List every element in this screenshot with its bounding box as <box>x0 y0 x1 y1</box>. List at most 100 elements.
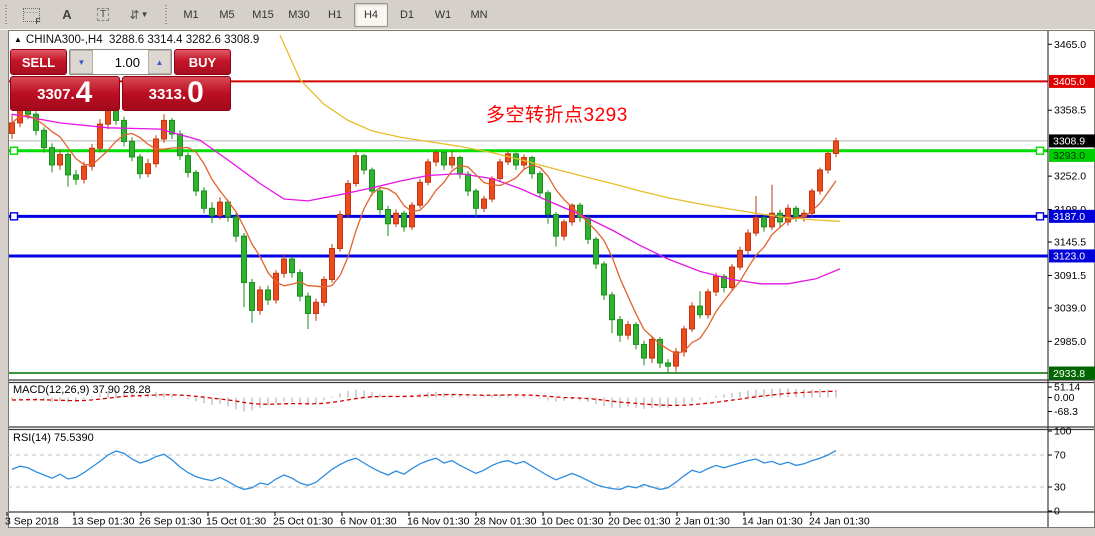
line-handle[interactable] <box>1035 146 1045 155</box>
candle <box>217 201 223 217</box>
candle <box>577 204 583 219</box>
timeframe-m5[interactable]: M5 <box>219 8 235 21</box>
candle <box>233 216 239 237</box>
symbol-period: CHINA300-,H4 <box>25 34 103 46</box>
candle <box>689 305 695 330</box>
candle <box>697 305 703 316</box>
symbol-ohlc-line: ▲ CHINA300-,H4 3288.6 3314.4 3282.6 3308.… <box>14 34 259 46</box>
candle <box>729 266 735 288</box>
toolbar-drag-handle[interactable] <box>3 4 10 25</box>
x-axis-label: 13 Sep 01:30 <box>72 516 135 528</box>
candle <box>793 207 799 218</box>
candle <box>737 249 743 268</box>
candle <box>609 294 615 321</box>
timeframe-m1[interactable]: M1 <box>183 8 199 21</box>
rsi-line <box>11 450 837 491</box>
candle <box>553 213 559 237</box>
timeframe-w1[interactable]: W1 <box>434 8 452 21</box>
candle <box>145 163 151 175</box>
rsi-axis-label: 0 <box>1054 506 1060 518</box>
x-axis-label: 16 Nov 01:30 <box>407 516 470 528</box>
collapse-arrow-icon[interactable]: ▲ <box>14 35 22 44</box>
candle <box>601 263 607 296</box>
x-axis-label: 28 Nov 01:30 <box>474 516 537 528</box>
candle <box>625 324 631 336</box>
arrange-arrows-icon: ⇵ <box>129 7 140 22</box>
text-box-button[interactable]: T <box>86 3 120 27</box>
candle <box>33 113 39 131</box>
candle <box>617 319 623 336</box>
chart-f-button[interactable]: F <box>14 3 48 27</box>
macd-label: MACD(12,26,9) 37.90 28.28 <box>13 384 151 396</box>
text-box-icon: T <box>96 8 110 21</box>
candle <box>481 198 487 209</box>
candle <box>753 217 759 234</box>
candle <box>633 324 639 345</box>
buy-button[interactable]: BUY <box>174 49 231 75</box>
candle <box>49 147 55 166</box>
candle <box>185 155 191 173</box>
macd-axis-label: 0.00 <box>1054 392 1075 404</box>
timeframe-d1[interactable]: D1 <box>399 8 415 21</box>
candle <box>385 209 391 225</box>
y-axis-label: 3465.0 <box>1054 39 1086 51</box>
volume-down-button[interactable]: ▼ <box>70 50 93 74</box>
candle <box>401 212 407 228</box>
candle <box>593 238 599 265</box>
sell-price-display[interactable]: 3307. 4 <box>10 76 120 111</box>
line-handle[interactable] <box>9 212 19 221</box>
chart-canvas[interactable]: 51.140.00 -68.3 MACD(12,26,9) 37.90 28.28 1… <box>0 30 1095 536</box>
timeframe-mn[interactable]: MN <box>470 8 488 21</box>
candle <box>537 173 543 194</box>
candle <box>97 123 103 149</box>
candle <box>545 192 551 215</box>
chart-annotation-text[interactable]: 多空转折点3293 <box>486 105 628 126</box>
arrange-button[interactable]: ⇵ ▼ <box>122 3 156 27</box>
line-handle[interactable] <box>1035 212 1045 221</box>
candle <box>641 343 647 359</box>
buy-price-display[interactable]: 3313. 0 <box>121 76 231 111</box>
y-axis-label: 3252.0 <box>1054 171 1086 183</box>
candle <box>409 204 415 228</box>
text-label-button[interactable]: A <box>50 3 84 27</box>
rsi-axis-label: 100 <box>1054 426 1072 438</box>
candle <box>81 165 87 180</box>
candle <box>305 295 311 314</box>
price-badge <box>1049 209 1095 223</box>
candle <box>313 301 319 314</box>
candle <box>73 174 79 180</box>
candle <box>721 275 727 289</box>
text-label-icon: A <box>62 7 72 22</box>
timeframe-h4[interactable]: H4 <box>354 2 388 27</box>
candle <box>825 152 831 171</box>
candle <box>777 212 783 223</box>
toolbar-drag-handle-2[interactable] <box>163 4 170 25</box>
sell-button[interactable]: SELL <box>10 49 67 75</box>
timeframe-m15[interactable]: M15 <box>252 8 274 21</box>
candle <box>345 183 351 215</box>
x-axis-label: 24 Jan 01:30 <box>809 516 870 528</box>
x-axis-label: 15 Oct 01:30 <box>206 516 266 528</box>
timeframe-h1[interactable]: H1 <box>327 8 343 21</box>
candle <box>465 173 471 192</box>
candle <box>449 157 455 166</box>
macd-signal-line <box>11 390 837 407</box>
candle <box>745 232 751 251</box>
candle <box>257 289 263 311</box>
price-badge <box>1049 249 1095 263</box>
ma-magenta <box>11 113 841 285</box>
candle <box>473 190 479 209</box>
candle <box>769 212 775 228</box>
candle <box>337 213 343 250</box>
line-handle[interactable] <box>9 146 19 155</box>
candle <box>785 207 791 223</box>
x-axis-label: 2 Jan 01:30 <box>675 516 730 528</box>
volume-up-button[interactable]: ▲ <box>148 50 171 74</box>
candle <box>393 212 399 225</box>
candle <box>193 171 199 192</box>
volume-input[interactable]: 1.00 <box>93 50 148 74</box>
price-badge <box>1049 134 1095 148</box>
timeframe-m30[interactable]: M30 <box>288 8 310 21</box>
macd-axis-label: -68.3 <box>1054 406 1078 418</box>
toolbar: F A T ⇵ ▼ M1 M5 M15 M30 H1 H4 D1 W1 MN <box>0 0 1095 30</box>
